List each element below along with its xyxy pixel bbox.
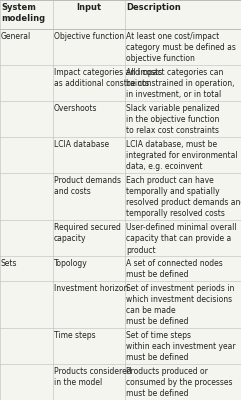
Text: Products produced or
consumed by the processes
must be defined: Products produced or consumed by the pro… xyxy=(126,367,233,398)
Text: User-defined minimal overall
capacity that can provide a
product: User-defined minimal overall capacity th… xyxy=(126,223,237,254)
Text: Slack variable penalized
in the objective function
to relax cost constraints: Slack variable penalized in the objectiv… xyxy=(126,104,220,135)
Text: Each product can have
temporally and spatially
resolved product demands and
temp: Each product can have temporally and spa… xyxy=(126,176,241,218)
Text: All impact categories can
be constrained in operation,
in investment, or in tota: All impact categories can be constrained… xyxy=(126,68,235,99)
Text: Investment horizon: Investment horizon xyxy=(54,284,128,293)
Text: Sets: Sets xyxy=(1,259,17,268)
Text: Input: Input xyxy=(77,3,102,12)
Text: LCIA database: LCIA database xyxy=(54,140,109,149)
Text: Set of investment periods in
which investment decisions
can be made
must be defi: Set of investment periods in which inves… xyxy=(126,284,235,326)
Text: LCIA database, must be
integrated for environmental
data, e.g. ecoinvent: LCIA database, must be integrated for en… xyxy=(126,140,238,171)
Text: Required secured
capacity: Required secured capacity xyxy=(54,223,121,244)
Text: At least one cost/impact
category must be defined as
objective function: At least one cost/impact category must b… xyxy=(126,32,236,63)
Text: A set of connected nodes
must be defined: A set of connected nodes must be defined xyxy=(126,259,223,279)
Text: Overshoots: Overshoots xyxy=(54,104,97,113)
Text: Set of time steps
within each investment year
must be defined: Set of time steps within each investment… xyxy=(126,331,236,362)
Text: Topology: Topology xyxy=(54,259,88,268)
Text: Objective function: Objective function xyxy=(54,32,124,41)
Text: General: General xyxy=(1,32,31,41)
Text: Time steps: Time steps xyxy=(54,331,96,340)
Text: System
modeling: System modeling xyxy=(1,3,45,23)
Text: Description: Description xyxy=(126,3,181,12)
Text: Products considered
in the model: Products considered in the model xyxy=(54,367,132,387)
Text: Product demands
and costs: Product demands and costs xyxy=(54,176,121,196)
Text: Impact categories and costs
as additional constraints: Impact categories and costs as additiona… xyxy=(54,68,162,88)
